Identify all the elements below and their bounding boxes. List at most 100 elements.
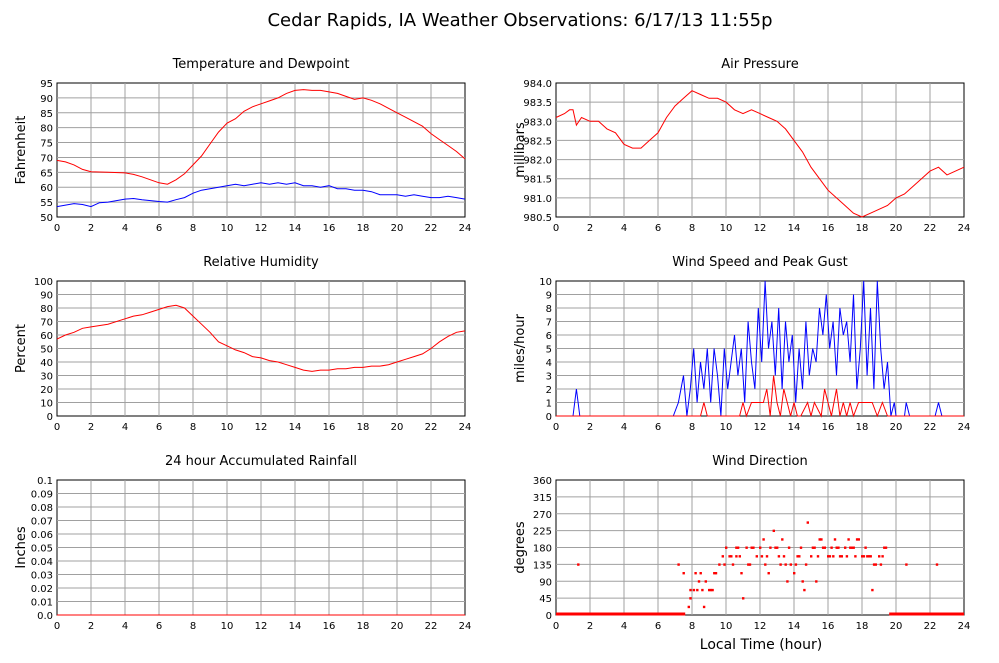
wind-y-tick-label: 3 <box>546 372 552 383</box>
dir-point <box>794 563 798 566</box>
wind-x-tick-label: 2 <box>587 422 593 433</box>
press-chart-title: Air Pressure <box>721 57 799 72</box>
wind-y-tick-label: 0 <box>546 412 552 423</box>
press-y-tick-label: 982.5 <box>523 136 552 147</box>
rh-x-tick-label: 24 <box>459 422 472 433</box>
dir-point <box>816 555 820 558</box>
press-y-tick-label: 982.0 <box>523 156 552 167</box>
dir-point <box>837 546 840 549</box>
rh-series-0-line <box>56 304 466 372</box>
press-y-tick-label: 984.0 <box>523 79 552 90</box>
dir-point <box>704 580 707 583</box>
rain-chart-title: 24 hour Accumulated Rainfall <box>165 454 357 469</box>
temp-x-tick-label: 18 <box>357 223 370 234</box>
press-y-tick-label: 981.5 <box>523 175 552 186</box>
wind-x-tick-label: 16 <box>822 422 835 433</box>
wind-series-1-line <box>556 375 964 418</box>
dir-point <box>728 555 731 558</box>
temp-x-tick-label: 14 <box>289 223 302 234</box>
dir-point <box>820 538 823 541</box>
rain-y-tick-label: 0.03 <box>31 571 53 582</box>
dir-point <box>713 572 716 575</box>
dir-x-tick-label: 22 <box>924 621 937 632</box>
wind-y-tick-label: 5 <box>546 345 552 356</box>
press-y-tick-label: 983.5 <box>523 98 552 109</box>
wind-x-tick-label: 4 <box>621 422 627 433</box>
rain-x-tick-label: 22 <box>425 621 438 632</box>
dir-point <box>702 605 706 609</box>
dir-point <box>811 546 815 549</box>
dir-point <box>577 563 580 566</box>
dir-y-tick-label: 180 <box>533 544 552 555</box>
wind-x-tick-label: 22 <box>924 422 937 433</box>
dir-point <box>787 546 791 549</box>
dir-point <box>803 588 806 592</box>
dir-x-tick-label: 8 <box>689 621 695 632</box>
press-x-tick-label: 16 <box>822 223 835 234</box>
dir-point <box>844 546 847 549</box>
dir-x-tick-label: 10 <box>720 621 733 632</box>
dir-point <box>708 588 711 592</box>
rh-x-tick-label: 16 <box>323 422 336 433</box>
dir-point <box>759 546 762 549</box>
dir-point <box>879 563 883 566</box>
dir-point <box>747 563 750 566</box>
dir-point <box>821 546 825 549</box>
rh-y-tick-label: 40 <box>40 358 53 369</box>
rh-y-tick-label: 10 <box>40 399 53 410</box>
dir-y-tick-label: 270 <box>533 510 552 521</box>
temp-y-tick-label: 95 <box>40 79 53 90</box>
dir-point <box>786 580 789 583</box>
dir-point <box>823 546 826 549</box>
rain-x-tick-label: 12 <box>255 621 268 632</box>
dir-x-tick-label: 2 <box>587 621 593 632</box>
rh-x-tick-label: 18 <box>357 422 370 433</box>
temp-x-tick-label: 4 <box>122 223 128 234</box>
rain-y-tick-label: 0.0 <box>37 611 53 622</box>
wind-y-tick-label: 7 <box>546 318 552 329</box>
dir-point <box>735 555 738 558</box>
rain-y-tick-label: 0.02 <box>31 584 53 595</box>
rain-y-tick-label: 0.08 <box>31 503 53 514</box>
rh-y-axis-label: Percent <box>14 324 29 373</box>
dir-point <box>855 538 859 541</box>
temp-y-tick-label: 65 <box>40 168 53 179</box>
temp-y-tick-label: 85 <box>40 109 53 120</box>
temp-chart: 0 2 4 6 8 10 12 14 16 18 20 22 245055606570758085909… <box>14 57 471 234</box>
press-x-tick-label: 8 <box>689 223 695 234</box>
bottom-x-axis-label: Local Time (hour) <box>700 637 822 653</box>
dir-point <box>801 580 804 583</box>
dir-point <box>804 563 808 566</box>
wind-y-tick-label: 9 <box>546 291 552 302</box>
dir-point <box>847 538 850 541</box>
dir-y-tick-label: 315 <box>533 493 552 504</box>
dir-point <box>852 546 855 549</box>
dir-point <box>866 555 869 558</box>
dir-y-tick-label: 360 <box>533 476 552 487</box>
temp-chart-title: Temperature and Dewpoint <box>172 57 350 72</box>
rh-y-tick-label: 80 <box>40 304 53 315</box>
dir-point <box>687 605 690 609</box>
dir-point <box>878 555 881 558</box>
dir-point <box>905 563 908 566</box>
dir-point <box>699 572 702 575</box>
rain-y-tick-label: 0.1 <box>37 476 53 487</box>
wind-x-tick-label: 8 <box>689 422 695 433</box>
rain-x-tick-label: 2 <box>88 621 94 632</box>
temp-y-tick-label: 55 <box>40 198 53 209</box>
rain-x-tick-label: 10 <box>221 621 234 632</box>
dir-point <box>776 546 779 549</box>
temp-x-tick-label: 16 <box>323 223 336 234</box>
dir-x-tick-label: 0 <box>553 621 559 632</box>
wind-y-tick-label: 10 <box>539 277 552 288</box>
page-title: Cedar Rapids, IA Weather Observations: 6… <box>267 10 772 31</box>
dir-point <box>689 597 692 600</box>
wind-chart-title: Wind Speed and Peak Gust <box>672 255 847 270</box>
dir-point <box>833 538 837 541</box>
wind-x-tick-label: 14 <box>788 422 801 433</box>
wind-y-axis-label: miles/hour <box>513 313 528 382</box>
press-x-tick-label: 22 <box>924 223 937 234</box>
dir-y-tick-label: 90 <box>539 577 552 588</box>
dir-point <box>696 588 699 592</box>
